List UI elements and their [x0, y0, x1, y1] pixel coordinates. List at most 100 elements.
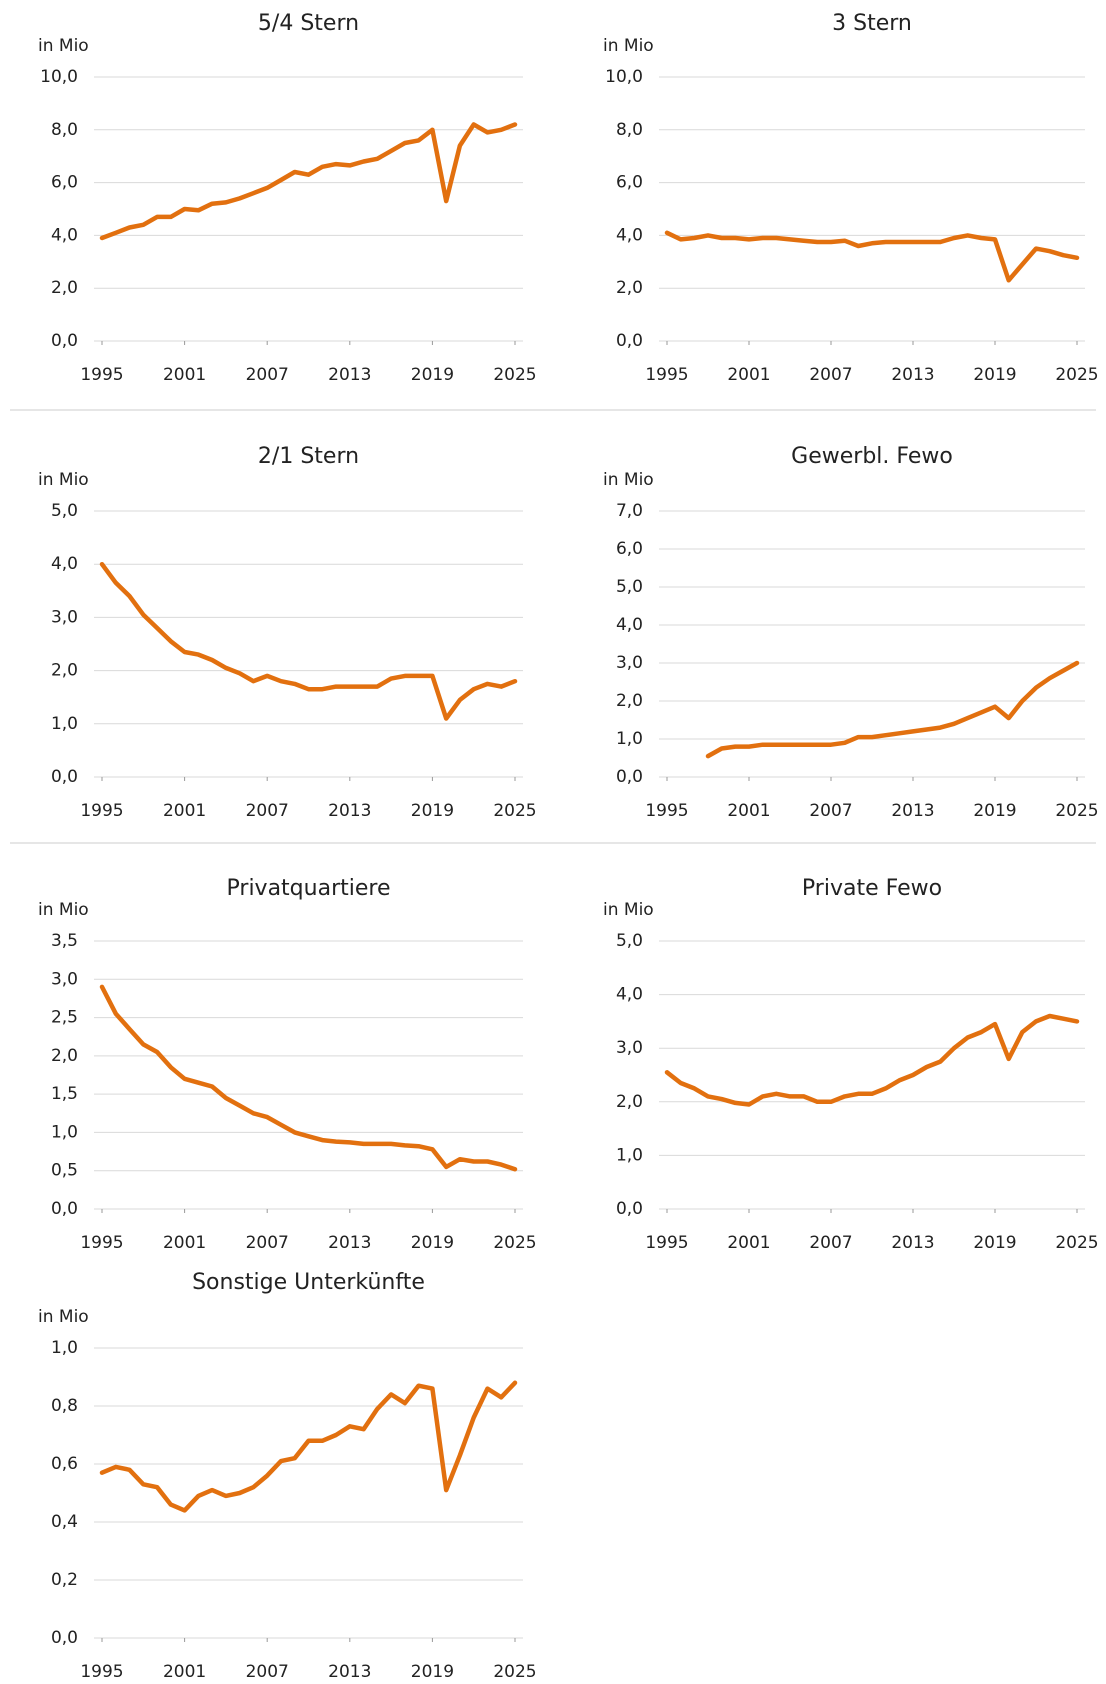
- y-tick-label: 5,0: [616, 931, 643, 951]
- y-tick-label: 0,2: [51, 1570, 78, 1590]
- y-tick-label: 2,0: [616, 691, 643, 711]
- x-tick-label: 1995: [645, 365, 688, 385]
- y-tick-label: 3,0: [51, 607, 78, 627]
- x-tick-label: 2013: [328, 1233, 371, 1253]
- y-tick-label: 4,0: [51, 225, 78, 245]
- data-line: [664, 230, 1080, 283]
- y-tick-label: 3,0: [616, 1038, 643, 1058]
- x-tick-label: 2025: [493, 801, 536, 821]
- x-tick-label: 2007: [809, 365, 852, 385]
- y-tick-label: 6,0: [616, 539, 643, 559]
- y-tick-label: 10,0: [605, 67, 643, 87]
- y-tick-label: 0,4: [51, 1512, 78, 1532]
- x-tick-label: 2001: [163, 1662, 206, 1682]
- y-tick-label: 4,0: [616, 225, 643, 245]
- x-tick-label: 2001: [163, 1233, 206, 1253]
- y-tick-label: 5,0: [51, 501, 78, 521]
- x-tick-label: 2007: [246, 1233, 289, 1253]
- y-tick-label: 2,0: [51, 278, 78, 298]
- x-tick-label: 2013: [328, 1662, 371, 1682]
- y-tick-label: 0,8: [51, 1396, 78, 1416]
- data-line: [99, 561, 518, 721]
- x-tick-label: 2001: [727, 801, 770, 821]
- y-tick-label: 8,0: [616, 120, 643, 140]
- x-tick-label: 2001: [163, 801, 206, 821]
- x-tick-label: 2025: [1055, 801, 1098, 821]
- x-tick-label: 2013: [891, 801, 934, 821]
- y-tick-label: 5,0: [616, 577, 643, 597]
- line-chart: 3 Stern in Mio 0,0 2,0 4,0 6,0 8,0 10,0 1995 2001…: [603, 11, 1099, 385]
- line-chart: Private Fewo in Mio 0,0 1,0 2,0 3,0 4,0 5,0 1995…: [603, 876, 1099, 1253]
- chart-title: 5/4 Stern: [258, 11, 359, 36]
- x-tick-label: 2013: [328, 801, 371, 821]
- x-tick-label: 2007: [809, 1233, 852, 1253]
- x-tick-label: 2025: [1055, 365, 1098, 385]
- y-tick-label: 4,0: [51, 554, 78, 574]
- chart-title: 3 Stern: [832, 11, 912, 36]
- chart-title: 2/1 Stern: [258, 444, 359, 469]
- y-axis-label: in Mio: [38, 1307, 89, 1327]
- y-tick-label: 1,0: [616, 729, 643, 749]
- x-tick-label: 1995: [645, 1233, 688, 1253]
- y-tick-label: 3,0: [51, 969, 78, 989]
- x-tick-label: 2007: [246, 365, 289, 385]
- y-tick-label: 0,0: [51, 767, 78, 787]
- x-tick-label: 2013: [891, 365, 934, 385]
- line-chart: 2/1 Stern in Mio 0,0 1,0 2,0 3,0 4,0 5,0 1995 200…: [38, 444, 537, 821]
- y-tick-label: 0,0: [616, 331, 643, 351]
- x-tick-label: 2019: [973, 1233, 1016, 1253]
- x-tick-label: 1995: [645, 801, 688, 821]
- x-tick-label: 2025: [493, 365, 536, 385]
- y-tick-label: 3,5: [51, 931, 78, 951]
- x-tick-label: 2025: [493, 1662, 536, 1682]
- y-axis-label: in Mio: [38, 900, 89, 920]
- y-tick-label: 2,0: [51, 661, 78, 681]
- y-tick-label: 0,0: [51, 331, 78, 351]
- y-tick-label: 10,0: [40, 67, 78, 87]
- x-tick-label: 2019: [411, 1662, 454, 1682]
- line-chart: Privatquartiere in Mio 0,0 0,5 1,0 1,5 2,0 2,5 3…: [38, 876, 537, 1253]
- y-tick-label: 2,5: [51, 1008, 78, 1028]
- x-tick-label: 2019: [973, 365, 1016, 385]
- x-tick-label: 2019: [411, 365, 454, 385]
- x-tick-label: 2001: [727, 365, 770, 385]
- x-tick-label: 2007: [246, 801, 289, 821]
- y-axis-label: in Mio: [38, 470, 89, 490]
- x-tick-label: 2025: [493, 1233, 536, 1253]
- y-tick-label: 3,0: [616, 653, 643, 673]
- x-tick-label: 2013: [328, 365, 371, 385]
- y-tick-label: 0,0: [616, 767, 643, 787]
- x-tick-label: 1995: [80, 365, 123, 385]
- y-tick-label: 0,0: [51, 1199, 78, 1219]
- y-tick-label: 0,6: [51, 1454, 78, 1474]
- y-tick-label: 2,0: [616, 278, 643, 298]
- y-tick-label: 1,0: [51, 714, 78, 734]
- y-tick-label: 1,5: [51, 1084, 78, 1104]
- data-line: [99, 122, 518, 241]
- y-tick-label: 4,0: [616, 985, 643, 1005]
- y-tick-label: 0,5: [51, 1161, 78, 1181]
- data-line: [99, 1380, 518, 1513]
- y-tick-label: 1,0: [51, 1338, 78, 1358]
- data-line: [664, 1013, 1080, 1107]
- chart-title: Gewerbl. Fewo: [791, 444, 953, 469]
- x-tick-label: 2025: [1055, 1233, 1098, 1253]
- line-chart: Gewerbl. Fewo in Mio 0,0 1,0 2,0 3,0 4,0 5,0 6,0…: [603, 444, 1099, 821]
- y-axis-label: in Mio: [603, 900, 654, 920]
- x-tick-label: 2019: [411, 801, 454, 821]
- y-tick-label: 2,0: [616, 1092, 643, 1112]
- y-tick-label: 0,0: [616, 1199, 643, 1219]
- y-tick-label: 7,0: [616, 501, 643, 521]
- line-chart: Sonstige Unterkünfte in Mio 0,0 0,2 0,4 0,6 0,…: [38, 1270, 537, 1682]
- x-tick-label: 2001: [727, 1233, 770, 1253]
- x-tick-label: 1995: [80, 1662, 123, 1682]
- x-tick-label: 1995: [80, 1233, 123, 1253]
- y-axis-label: in Mio: [603, 36, 654, 56]
- x-tick-label: 2019: [973, 801, 1016, 821]
- y-tick-label: 1,0: [51, 1122, 78, 1142]
- y-tick-label: 4,0: [616, 615, 643, 635]
- x-tick-label: 2001: [163, 365, 206, 385]
- y-tick-label: 8,0: [51, 120, 78, 140]
- x-tick-label: 2013: [891, 1233, 934, 1253]
